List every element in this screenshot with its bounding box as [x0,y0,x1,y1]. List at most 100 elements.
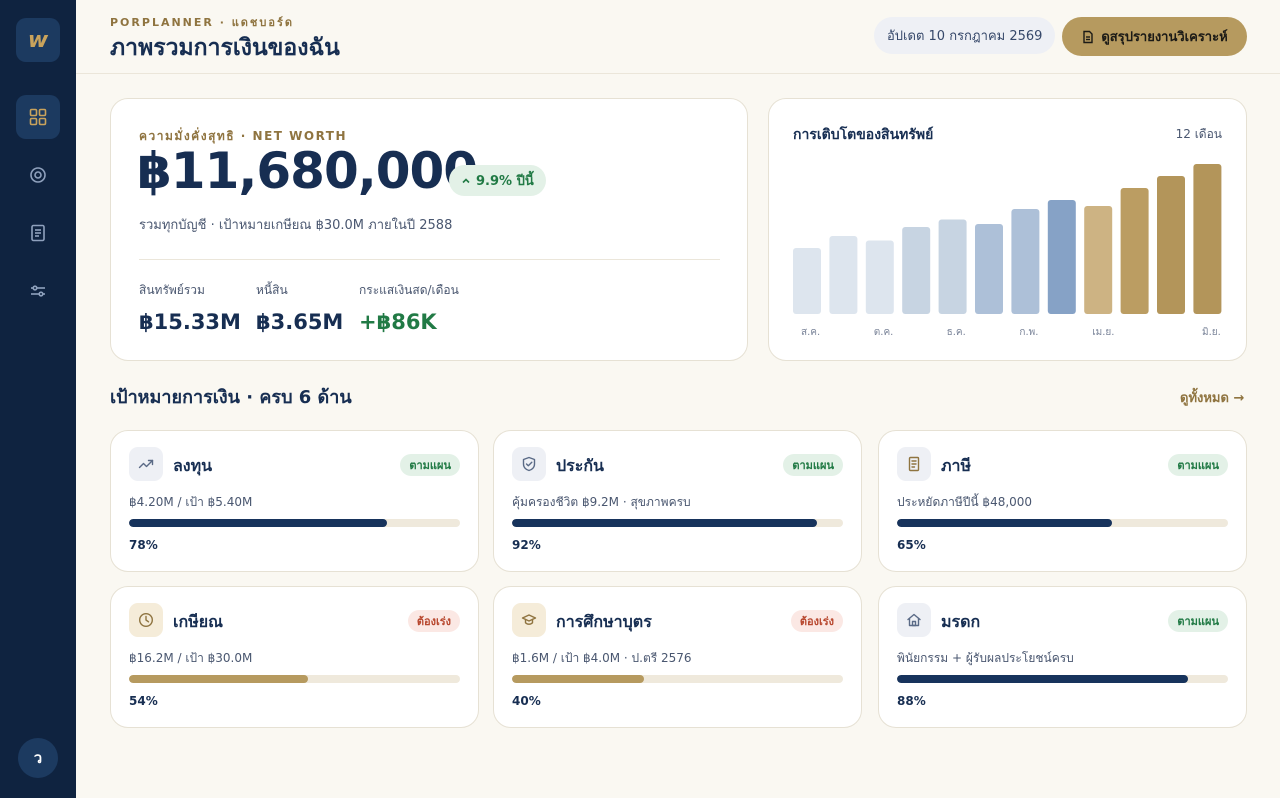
trend-up-icon [138,459,154,469]
chart-bar-1[interactable] [829,236,858,314]
breadcrumb: PORPLANNER · แดชบอร์ด [110,16,295,29]
goal-progress-fill [897,519,1113,527]
goal-card-5[interactable]: มรดก ตามแผน พินัยกรรม + ผู้รับผลประโยชน์… [878,586,1247,728]
goal-progress-bar [897,675,1228,683]
goal-progress-fill [512,519,817,527]
sidebar-item-settings[interactable] [16,269,60,313]
goal-name: ภาษี [941,456,972,475]
asset-growth-chart: ส.ค. ต.ค. ธ.ค. ก.พ. เม.ย. มิ.ย. [793,164,1222,338]
goal-description: ฿1.6M / เป้า ฿4.0M · ป.ตรี 2576 [512,651,692,665]
chart-bar-0[interactable] [793,248,821,314]
goal-status-badge: ตามแผน [400,454,460,476]
chart-bar-3[interactable] [902,227,931,314]
chart-bar-6[interactable] [1011,209,1040,314]
view-all-link[interactable]: ดูทั้งหมด → [1180,391,1245,406]
document-icon [1083,30,1094,43]
stat-label: สินทรัพย์รวม [139,283,205,297]
chart-tick-label: มิ.ย. [1202,327,1221,338]
goal-card-0[interactable]: ลงทุน ตามแผน ฿4.20M / เป้า ฿5.40M 78% [110,430,479,572]
chart-range-label[interactable]: 12 เดือน [1175,127,1222,141]
chart-bar-7[interactable] [1047,200,1076,314]
goal-description: ฿16.2M / เป้า ฿30.0M [129,651,253,665]
document-icon [31,224,45,242]
chart-bar-10[interactable] [1157,176,1185,314]
avatar[interactable]: ว [18,738,58,778]
stat-total-assets: สินทรัพย์รวม ฿15.33M [139,281,241,334]
grid-icon [29,108,47,126]
page-title: ภาพรวมการเงินของฉัน [110,35,340,61]
goal-status-badge: ตามแผน [1168,610,1228,632]
chart-bar-4[interactable] [938,219,967,315]
goal-progress-percent: 88% [897,694,926,708]
goal-status-badge: ต้องเร่ง [407,610,460,632]
goal-progress-bar [512,675,843,683]
chart-bar-9[interactable] [1120,188,1149,314]
sidebar-item-reports[interactable] [16,211,60,255]
goal-card-1[interactable]: ประกัน ตามแผน คุ้มครองชีวิต ฿9.2M · สุขภ… [493,430,862,572]
chart-bar-11[interactable] [1193,164,1222,314]
shield-icon [522,456,536,472]
chart-bar-5[interactable] [975,224,1003,314]
view-report-button[interactable]: ดูสรุปรายงานวิเคราะห์ [1062,17,1247,56]
sidebar: w ว [0,0,76,798]
sliders-icon [31,285,45,297]
goal-progress-percent: 54% [129,694,158,708]
goal-icon-wrap [512,603,546,637]
goal-status-badge: ตามแผน [783,454,843,476]
stat-cashflow: กระแสเงินสด/เดือน +฿86K [359,281,459,334]
goal-icon-wrap [129,603,163,637]
asset-growth-card: การเติบโตของสินทรัพย์ 12 เดือน ส.ค. ต.ค. ธ… [768,98,1247,361]
chart-bar-2[interactable] [865,240,894,315]
sidebar-item-goals[interactable] [16,153,60,197]
goal-progress-percent: 92% [512,538,541,552]
goal-card-2[interactable]: ภาษี ตามแผน ประหยัดภาษีปีนี้ ฿48,000 65% [878,430,1247,572]
goal-progress-fill [129,675,308,683]
goal-status-badge: ต้องเร่ง [790,610,843,632]
clock-icon [138,612,154,628]
goal-progress-bar [897,519,1228,527]
goal-progress-percent: 78% [129,538,158,552]
chart-tick-label: ก.พ. [1019,327,1038,338]
goal-progress-fill [512,675,645,683]
goal-name: ลงทุน [173,456,213,475]
sidebar-item-dashboard[interactable] [16,95,60,139]
chart-title: การเติบโตของสินทรัพย์ [793,127,934,143]
net-worth-label: ความมั่งคั่งสุทธิ · NET WORTH [139,129,348,143]
stat-label: หนี้สิน [256,283,288,297]
goal-description: คุ้มครองชีวิต ฿9.2M · สุขภาพครบ [512,495,691,509]
stat-value: ฿3.65M [256,310,344,334]
chart-tick-label: ต.ค. [874,327,894,338]
goal-progress-percent: 40% [512,694,541,708]
target-icon [30,167,46,183]
goal-progress-fill [897,675,1189,683]
goal-progress-bar [512,519,843,527]
goal-progress-percent: 65% [897,538,926,552]
goal-description: ฿4.20M / เป้า ฿5.40M [129,495,253,509]
chevron-up-icon [462,177,470,183]
goal-name: เกษียณ [173,612,223,631]
goal-icon-wrap [897,447,931,481]
stat-value: +฿86K [359,310,437,334]
net-worth-change: 9.9% ปีนี้ [476,174,534,189]
net-worth-subtitle: รวมทุกบัญชี · เป้าหมายเกษียณ ฿30.0M ภายใ… [139,218,453,233]
net-worth-change-badge: 9.9% ปีนี้ [449,165,546,196]
last-updated-badge: อัปเดต 10 กรกฎาคม 2569 [874,17,1056,54]
receipt-icon [908,456,920,472]
chart-tick-label: ส.ค. [801,327,820,338]
goal-status-badge: ตามแผน [1168,454,1228,476]
goal-card-3[interactable]: เกษียณ ต้องเร่ง ฿16.2M / เป้า ฿30.0M 54% [110,586,479,728]
goal-icon-wrap [129,447,163,481]
stat-value: ฿15.33M [139,310,241,334]
page-header: PORPLANNER · แดชบอร์ด ภาพรวมการเงินของฉั… [76,0,1280,74]
chart-tick-label: ธ.ค. [947,327,966,338]
chart-bar-8[interactable] [1084,206,1113,314]
divider [139,259,720,260]
goal-progress-bar [129,675,460,683]
app-logo[interactable]: w [16,18,60,62]
view-report-label: ดูสรุปรายงานวิเคราะห์ [1101,30,1228,45]
chart-tick-label: เม.ย. [1092,327,1114,338]
goal-description: พินัยกรรม + ผู้รับผลประโยชน์ครบ [897,651,1074,665]
goal-card-4[interactable]: การศึกษาบุตร ต้องเร่ง ฿1.6M / เป้า ฿4.0M… [493,586,862,728]
goal-name: ประกัน [556,456,604,475]
stat-liabilities: หนี้สิน ฿3.65M [256,281,343,334]
